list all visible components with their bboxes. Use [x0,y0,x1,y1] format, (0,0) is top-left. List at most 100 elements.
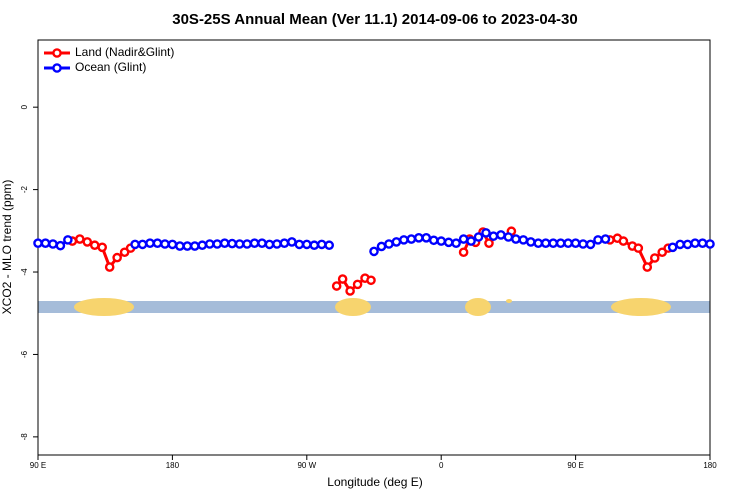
data-point [257,238,267,248]
data-point [33,238,43,248]
y-axis-label: XCO2 - MLO trend (ppm) [0,180,14,315]
data-point [366,275,376,286]
data-point [436,236,447,246]
x-tick-label: 0 [439,461,444,470]
legend-marker [52,63,62,73]
data-point [421,233,432,243]
data-point [406,234,417,244]
data-point [642,262,653,272]
data-point [533,238,544,248]
legend-label: Land (Nadir&Glint) [75,45,174,59]
data-point [287,237,297,247]
data-point [337,274,348,284]
data-point [309,240,320,251]
data-point [496,230,506,240]
data-point [264,239,275,250]
data-point [399,235,409,245]
data-point [82,237,93,247]
data-point [352,279,363,290]
y-tick-label: -4 [20,268,29,276]
x-tick-label: 180 [703,461,717,470]
data-point [697,238,708,248]
data-point [633,243,644,253]
data-point [376,241,387,252]
data-point [212,239,222,249]
land-blob [74,298,134,316]
data-point [189,241,200,251]
data-point [324,240,335,251]
data-point [279,238,290,248]
data-point [152,238,163,248]
data-point [234,239,245,249]
data-point [675,239,685,250]
data-point [137,239,148,250]
data-point [331,281,342,291]
data-point [145,238,155,248]
x-axis-label: Longitude (deg E) [327,475,422,489]
data-point [451,238,461,248]
data-point [384,239,394,249]
data-point [316,239,327,250]
data-point [130,239,140,250]
data-point [466,236,476,246]
data-point [511,234,521,244]
data-point [167,239,178,250]
data-point [97,242,108,253]
data-point [112,252,122,263]
data-point [272,239,282,249]
data-point [548,238,559,248]
ocean-strip [38,301,710,313]
land-blob [611,298,671,316]
data-point [175,241,185,251]
data-point [481,228,491,238]
data-point [518,235,529,245]
x-tick-label: 90 E [30,461,46,470]
legend-marker [52,48,62,58]
y-tick-label: -6 [20,350,29,358]
chart-title: 30S-25S Annual Mean (Ver 11.1) 2014-09-0… [172,11,578,28]
data-point [578,239,588,249]
data-point [458,247,469,258]
data-point [503,232,514,242]
data-point [690,238,700,248]
data-point [391,237,402,247]
data-point [563,238,573,248]
data-point [649,253,660,263]
data-point [242,239,252,249]
data-point [484,238,494,248]
data-point [89,240,100,251]
data-point [593,235,603,245]
land-mask-strip [38,298,710,316]
x-tick-label: 90 E [567,461,583,470]
land-blob [506,299,512,303]
data-point [618,236,629,246]
data-point [458,234,469,244]
data-point [48,239,58,249]
legend-label: Ocean (Glint) [75,60,146,74]
data-point [488,231,499,241]
y-tick-label: -2 [20,185,29,193]
x-tick-label: 90 W [297,461,316,470]
data-point [63,235,73,245]
data-point [301,239,312,250]
data-point [428,235,439,246]
data-point [249,238,260,248]
data-point [197,240,208,251]
land-blob [335,298,371,316]
data-point [705,239,715,249]
data-point [75,234,85,244]
data-point [40,238,51,248]
data-point [526,237,536,247]
data-point [227,238,237,249]
data-point [104,262,115,272]
y-tick-label: 0 [20,104,29,109]
data-point [600,234,611,244]
data-point [540,238,551,248]
data-point [570,238,581,248]
data-point [667,242,678,253]
data-point [294,239,305,250]
data-point [204,239,215,249]
land-blob [465,298,491,316]
